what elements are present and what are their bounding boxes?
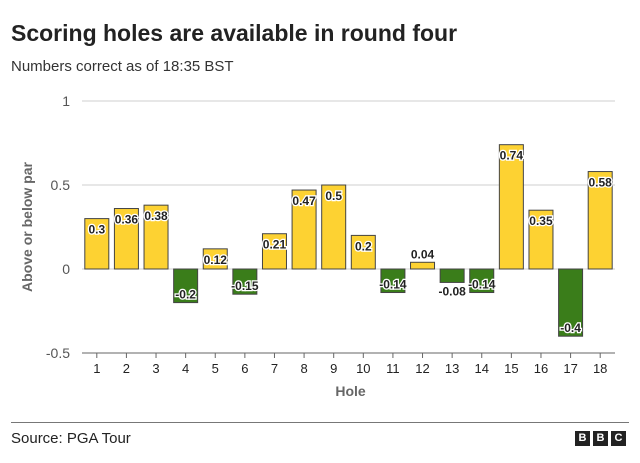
bar-value-label: -0.15 bbox=[231, 279, 259, 293]
bar-value-label: -0.14 bbox=[379, 278, 407, 292]
bar bbox=[439, 268, 465, 283]
bar-value-label: -0.2 bbox=[175, 288, 196, 302]
x-tick-label: 6 bbox=[241, 361, 248, 376]
x-tick-label: 9 bbox=[330, 361, 337, 376]
bar-value-label: 0.3 bbox=[88, 223, 105, 237]
bar bbox=[321, 184, 347, 270]
bar bbox=[410, 261, 436, 270]
bar-value-label: 0.21 bbox=[263, 238, 287, 252]
x-tick-label: 8 bbox=[300, 361, 307, 376]
x-tick-label: 12 bbox=[415, 361, 429, 376]
x-tick-label: 17 bbox=[563, 361, 577, 376]
logo-letter: C bbox=[611, 431, 626, 446]
bar-value-label: 0.74 bbox=[500, 149, 524, 163]
bar bbox=[528, 209, 554, 270]
bar bbox=[350, 234, 376, 270]
x-tick-label: 10 bbox=[356, 361, 370, 376]
bar bbox=[469, 268, 495, 294]
logo-letter: B bbox=[575, 431, 590, 446]
bar bbox=[261, 233, 287, 270]
bar bbox=[380, 268, 406, 294]
bar bbox=[587, 171, 613, 270]
bar bbox=[558, 268, 584, 337]
x-axis-label: Hole bbox=[335, 383, 366, 399]
bar-value-label: -0.08 bbox=[438, 284, 466, 298]
chart-title: Scoring holes are available in round fou… bbox=[11, 20, 458, 46]
bar-value-label: -0.4 bbox=[560, 321, 581, 335]
bar bbox=[84, 218, 110, 270]
bar bbox=[498, 144, 524, 270]
source-note: Source: PGA Tour bbox=[11, 430, 131, 447]
x-tick-label: 4 bbox=[182, 361, 189, 376]
bar-value-label: 0.04 bbox=[411, 247, 435, 261]
bar bbox=[291, 189, 317, 270]
y-tick-label: 0.5 bbox=[51, 177, 71, 193]
x-tick-label: 16 bbox=[534, 361, 548, 376]
x-tick-label: 13 bbox=[445, 361, 459, 376]
bar-value-label: 0.36 bbox=[115, 213, 139, 227]
bbc-logo: B B C bbox=[575, 431, 626, 446]
bar-value-label: 0.58 bbox=[589, 176, 613, 190]
bar-value-label: -0.14 bbox=[468, 278, 496, 292]
bar bbox=[143, 204, 169, 270]
y-axis-label: Above or below par bbox=[19, 161, 35, 291]
x-tick-label: 7 bbox=[271, 361, 278, 376]
bar bbox=[232, 268, 258, 295]
footer-divider bbox=[11, 422, 629, 423]
y-tick-label: 0 bbox=[62, 261, 70, 277]
bar-value-label: 0.5 bbox=[325, 189, 342, 203]
bar bbox=[173, 268, 199, 304]
x-tick-label: 18 bbox=[593, 361, 607, 376]
x-tick-label: 14 bbox=[475, 361, 489, 376]
y-tick-label: -0.5 bbox=[46, 345, 70, 361]
bar-value-label: 0.38 bbox=[144, 209, 168, 223]
y-tick-label: 1 bbox=[62, 93, 70, 109]
bar-chart: -0.5 0 0.5 1 Above or below par 0.3 1 0.36 2 0.38… bbox=[19, 93, 615, 399]
x-tick-label: 2 bbox=[123, 361, 130, 376]
chart-subtitle: Numbers correct as of 18:35 BST bbox=[11, 58, 234, 75]
bar bbox=[113, 208, 139, 270]
x-tick-label: 5 bbox=[212, 361, 219, 376]
bar-value-label: 0.35 bbox=[529, 214, 553, 228]
x-tick-label: 3 bbox=[152, 361, 159, 376]
bar-value-label: 0.2 bbox=[355, 239, 372, 253]
bar-value-label: 0.12 bbox=[204, 253, 228, 267]
bar bbox=[202, 248, 228, 270]
bar-value-label: 0.47 bbox=[292, 194, 316, 208]
logo-letter: B bbox=[593, 431, 608, 446]
x-tick-label: 1 bbox=[93, 361, 100, 376]
x-tick-label: 15 bbox=[504, 361, 518, 376]
x-tick-label: 11 bbox=[386, 361, 400, 376]
